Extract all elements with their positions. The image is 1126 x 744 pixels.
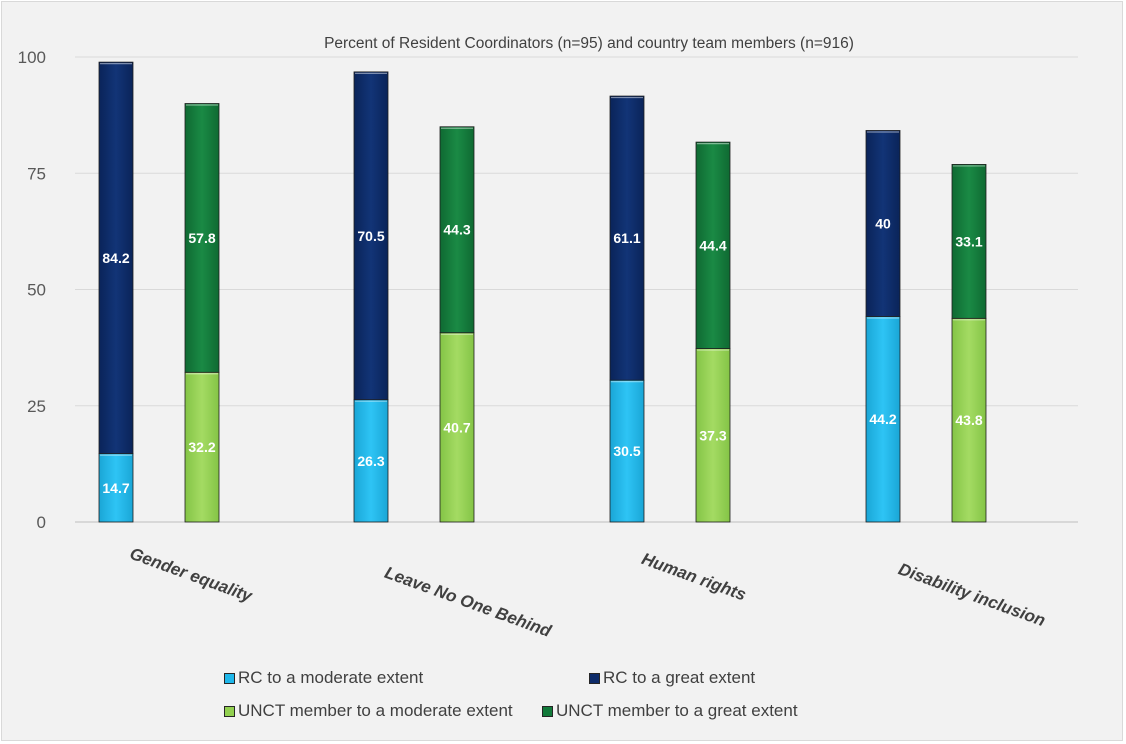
legend-item-rc-moderate[interactable]: RC to a moderate extent: [224, 668, 423, 688]
x-category-label-gender-equality: Gender equality: [127, 544, 256, 606]
data-label-disability-inclusion-rc-to-a-moderate-extent: 44.2: [869, 411, 896, 427]
bar-leave-no-one-behind-unct-member-to-a-great-extent[interactable]: [439, 126, 475, 334]
bar-gender-equality-rc-to-a-great-extent[interactable]: [98, 61, 134, 455]
data-label-leave-no-one-behind-rc-to-a-great-extent: 70.5: [357, 228, 384, 244]
data-label-gender-equality-unct-member-to-a-great-extent: 57.8: [188, 230, 215, 246]
bar-gender-equality-unct-member-to-a-great-extent[interactable]: [184, 103, 220, 373]
bar-human-rights-rc-to-a-great-extent[interactable]: [609, 95, 645, 381]
bar-human-rights-unct-member-to-a-moderate-extent[interactable]: [695, 348, 731, 523]
data-label-human-rights-unct-member-to-a-moderate-extent: 37.3: [699, 427, 726, 443]
bar-disability-inclusion-rc-to-a-great-extent[interactable]: [865, 130, 901, 317]
legend-swatch-unct-moderate: [224, 705, 235, 717]
legend-label-unct-great: UNCT member to a great extent: [556, 701, 798, 720]
legend-swatch-rc-great: [589, 672, 600, 684]
y-tick-label-100: 100: [18, 48, 46, 67]
legend-item-unct-great[interactable]: UNCT member to a great extent: [542, 701, 798, 721]
chart-title: Percent of Resident Coordinators (n=95) …: [324, 35, 854, 52]
data-label-human-rights-rc-to-a-great-extent: 61.1: [613, 230, 640, 246]
data-label-leave-no-one-behind-rc-to-a-moderate-extent: 26.3: [357, 453, 384, 469]
y-tick-label-25: 25: [27, 397, 46, 416]
bar-leave-no-one-behind-rc-to-a-moderate-extent[interactable]: [353, 399, 389, 523]
data-label-leave-no-one-behind-unct-member-to-a-moderate-extent: 40.7: [443, 419, 470, 435]
x-category-label-disability-inclusion: Disability inclusion: [896, 559, 1048, 630]
bar-disability-inclusion-unct-member-to-a-great-extent[interactable]: [951, 164, 987, 319]
bar-human-rights-unct-member-to-a-great-extent[interactable]: [695, 141, 731, 349]
legend-swatch-unct-great: [542, 705, 553, 717]
data-label-disability-inclusion-unct-member-to-a-moderate-extent: 43.8: [955, 412, 982, 428]
data-label-gender-equality-rc-to-a-moderate-extent: 14.7: [102, 480, 129, 496]
gridlines: [75, 56, 1078, 523]
x-category-label-leave-no-one-behind: Leave No One Behind: [382, 563, 554, 641]
legend-swatch-rc-moderate: [224, 672, 235, 684]
data-label-disability-inclusion-unct-member-to-a-great-extent: 33.1: [955, 233, 982, 249]
y-tick-label-0: 0: [37, 513, 46, 532]
data-label-human-rights-rc-to-a-moderate-extent: 30.5: [613, 443, 640, 459]
data-label-gender-equality-rc-to-a-great-extent: 84.2: [102, 250, 129, 266]
x-axis-category-labels: Gender equality Leave No One Behind Human …: [127, 544, 1048, 641]
legend-label-unct-moderate: UNCT member to a moderate extent: [238, 701, 513, 720]
y-tick-label-50: 50: [27, 281, 46, 300]
legend-label-rc-moderate: RC to a moderate extent: [238, 668, 424, 687]
bar-leave-no-one-behind-rc-to-a-great-extent[interactable]: [353, 71, 389, 401]
legend-item-rc-great[interactable]: RC to a great extent: [589, 668, 755, 688]
y-tick-label-75: 75: [27, 164, 46, 183]
bar-human-rights-rc-to-a-moderate-extent[interactable]: [609, 379, 645, 523]
data-label-gender-equality-unct-member-to-a-moderate-extent: 32.2: [188, 439, 215, 455]
data-labels: 14.7 84.2 26.3 70.5 30.5 61.1 44.2 40 32.2 57.8 40…: [102, 215, 982, 495]
data-label-leave-no-one-behind-unct-member-to-a-great-extent: 44.3: [443, 222, 470, 238]
x-category-label-human-rights: Human rights: [639, 549, 748, 604]
legend-label-rc-great: RC to a great extent: [603, 668, 756, 687]
bar-leave-no-one-behind-unct-member-to-a-moderate-extent[interactable]: [439, 332, 475, 523]
legend-item-unct-moderate[interactable]: UNCT member to a moderate extent: [224, 701, 513, 721]
bar-gender-equality-unct-member-to-a-moderate-extent[interactable]: [184, 371, 220, 523]
bar-gender-equality-rc-to-a-moderate-extent[interactable]: [98, 453, 134, 523]
data-label-human-rights-unct-member-to-a-great-extent: 44.4: [699, 237, 726, 253]
data-label-disability-inclusion-rc-to-a-great-extent: 40: [875, 215, 891, 231]
bars: [98, 61, 987, 523]
y-axis-tick-labels: 0 25 50 75 100: [18, 48, 46, 532]
